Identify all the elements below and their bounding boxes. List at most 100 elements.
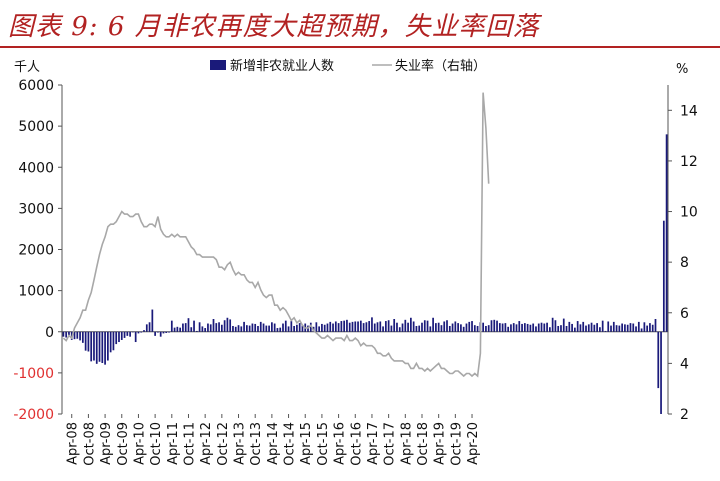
bar	[107, 331, 109, 361]
bar	[640, 328, 643, 332]
bar	[435, 323, 437, 332]
chart-axes: -2000 -1000 0 1000 2000 3000 4000 5000 6000 2 4 6 8 1…	[13, 60, 698, 466]
bar	[626, 324, 629, 332]
bar	[187, 318, 190, 332]
x-tick-label: Oct-10	[149, 422, 164, 466]
figure-title: 图表 9: 6 月非农再度大超预期，失业率回落	[8, 12, 540, 42]
bar	[223, 320, 226, 332]
left-tick-label: 5000	[18, 119, 54, 135]
bar	[340, 321, 343, 332]
unemployment-line	[62, 92, 490, 378]
bar	[593, 324, 596, 332]
bar	[162, 331, 165, 334]
left-tick-label: -2000	[13, 407, 54, 423]
bar	[140, 331, 143, 333]
x-tick-label: Apr-12	[199, 422, 214, 465]
x-tick-label: Oct-18	[416, 422, 431, 466]
bar	[220, 324, 223, 332]
bar	[176, 326, 179, 332]
bar	[132, 331, 134, 333]
bar	[635, 326, 637, 332]
x-tick-label: Apr-19	[433, 422, 448, 465]
bar	[284, 320, 287, 332]
bar	[112, 331, 115, 351]
bar	[173, 327, 176, 332]
bar	[526, 323, 529, 332]
bar	[437, 322, 440, 332]
bar	[576, 321, 579, 332]
bar	[468, 321, 471, 332]
right-tick-label: 14	[680, 103, 698, 119]
bar	[654, 319, 657, 332]
bar	[118, 331, 120, 343]
bar	[537, 323, 540, 332]
bar	[215, 323, 218, 332]
bar	[571, 323, 573, 332]
legend-swatch-bar	[210, 60, 226, 70]
x-tick-label: Oct-11	[182, 422, 197, 466]
bar	[393, 319, 396, 332]
bar	[182, 323, 184, 332]
bar	[240, 326, 243, 332]
bar	[546, 322, 548, 332]
bar	[540, 322, 543, 332]
bar	[485, 325, 487, 332]
right-tick-label: 12	[680, 154, 698, 170]
bar	[373, 323, 376, 332]
bar	[357, 321, 359, 332]
x-tick-label: Apr-17	[366, 422, 381, 465]
bar	[379, 321, 382, 332]
bar	[151, 309, 154, 332]
bar	[423, 320, 426, 332]
bar	[568, 321, 571, 332]
bar	[276, 328, 279, 332]
right-tick-label: 2	[680, 407, 689, 423]
bar	[218, 322, 220, 332]
bar	[321, 323, 323, 332]
left-tick-label: 0	[45, 325, 54, 341]
bar	[599, 327, 601, 332]
bar	[457, 323, 459, 332]
bar	[273, 323, 276, 332]
bar	[662, 220, 665, 332]
bar	[418, 325, 421, 332]
bar	[323, 324, 326, 332]
x-tick-label: Oct-14	[283, 422, 298, 466]
bar	[257, 325, 259, 332]
x-tick-label: Apr-08	[66, 422, 81, 465]
bar	[448, 325, 451, 332]
bar	[607, 321, 610, 332]
bar	[551, 317, 554, 332]
bar	[410, 317, 412, 332]
bar	[145, 324, 148, 332]
bar	[198, 322, 201, 332]
legend-label-line: 失业率（右轴）	[395, 58, 486, 74]
bar	[426, 320, 429, 332]
bar	[562, 318, 565, 332]
legend-label-bar: 新增非农就业人数	[230, 58, 334, 74]
bar	[87, 331, 90, 352]
bar	[123, 331, 126, 338]
bar	[384, 321, 387, 332]
bar	[446, 320, 448, 332]
bar	[376, 322, 379, 332]
left-axis-unit: 千人	[14, 60, 40, 75]
bar	[243, 321, 245, 332]
x-tick-label: Oct-15	[316, 422, 331, 466]
bar	[287, 326, 290, 332]
bar	[501, 323, 504, 332]
bar	[518, 321, 521, 332]
bar	[290, 321, 293, 332]
bar	[301, 325, 304, 332]
bar	[476, 325, 479, 332]
bar	[251, 323, 254, 332]
bar	[95, 331, 98, 364]
bar	[207, 323, 209, 332]
bar	[93, 331, 95, 361]
bar	[232, 325, 234, 332]
bar	[62, 331, 65, 337]
right-tick-label: 4	[680, 356, 689, 372]
bar	[98, 331, 101, 362]
bar	[496, 320, 498, 332]
